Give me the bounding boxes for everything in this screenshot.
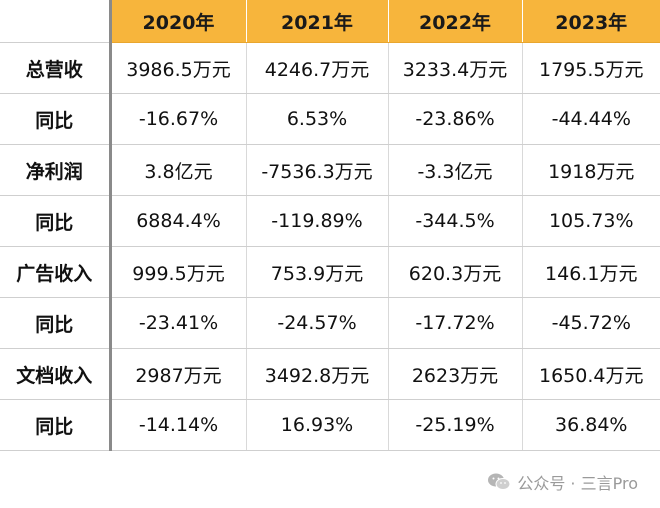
header-row: 2020年 2021年 2022年 2023年 <box>0 0 660 43</box>
table-cell: 999.5万元 <box>110 246 247 298</box>
table-cell: 1650.4万元 <box>522 348 660 400</box>
header-year-2022: 2022年 <box>388 0 523 43</box>
table-cell: 105.73% <box>522 195 660 247</box>
table-cell: -17.72% <box>388 297 523 349</box>
table-cell: 16.93% <box>246 399 389 451</box>
watermark-text: 公众号 · 三言Pro <box>517 474 638 493</box>
table-row: 同比 -14.14% 16.93% -25.19% 36.84% <box>0 399 660 451</box>
table-cell: 753.9万元 <box>246 246 389 298</box>
table-cell: -14.14% <box>110 399 247 451</box>
table-cell: -119.89% <box>246 195 389 247</box>
table-row: 同比 -23.41% -24.57% -17.72% -45.72% <box>0 297 660 349</box>
table-cell: 36.84% <box>522 399 660 451</box>
header-year-2023: 2023年 <box>522 0 660 43</box>
table-cell: 2987万元 <box>110 348 247 400</box>
row-label: 同比 <box>0 195 112 247</box>
table-row: 广告收入 999.5万元 753.9万元 620.3万元 146.1万元 <box>0 246 660 298</box>
table-row: 文档收入 2987万元 3492.8万元 2623万元 1650.4万元 <box>0 348 660 400</box>
table-cell: 3233.4万元 <box>388 42 523 94</box>
row-label: 广告收入 <box>0 246 112 298</box>
table-cell: 2623万元 <box>388 348 523 400</box>
watermark: 公众号 · 三言Pro <box>487 470 638 494</box>
table-cell: -24.57% <box>246 297 389 349</box>
row-label: 同比 <box>0 399 112 451</box>
wechat-icon <box>487 472 511 492</box>
table-cell: 6884.4% <box>110 195 247 247</box>
table-row: 同比 -16.67% 6.53% -23.86% -44.44% <box>0 93 660 145</box>
table-row: 总营收 3986.5万元 4246.7万元 3233.4万元 1795.5万元 <box>0 42 660 94</box>
table-cell: -16.67% <box>110 93 247 145</box>
table-cell: 620.3万元 <box>388 246 523 298</box>
header-year-2021: 2021年 <box>246 0 389 43</box>
table-cell: -3.3亿元 <box>388 144 523 196</box>
table-cell: 146.1万元 <box>522 246 660 298</box>
table-cell: 6.53% <box>246 93 389 145</box>
table-row: 同比 6884.4% -119.89% -344.5% 105.73% <box>0 195 660 247</box>
row-label: 总营收 <box>0 42 112 94</box>
row-label: 同比 <box>0 93 112 145</box>
table-cell: 3492.8万元 <box>246 348 389 400</box>
table-cell: -7536.3万元 <box>246 144 389 196</box>
table-cell: 3.8亿元 <box>110 144 247 196</box>
table-row: 净利润 3.8亿元 -7536.3万元 -3.3亿元 1918万元 <box>0 144 660 196</box>
table-cell: -344.5% <box>388 195 523 247</box>
header-year-2020: 2020年 <box>110 0 247 43</box>
table-cell: 1918万元 <box>522 144 660 196</box>
row-label: 文档收入 <box>0 348 112 400</box>
table-cell: -23.41% <box>110 297 247 349</box>
table-cell: 3986.5万元 <box>110 42 247 94</box>
row-label: 净利润 <box>0 144 112 196</box>
table-cell: -25.19% <box>388 399 523 451</box>
table-cell: -44.44% <box>522 93 660 145</box>
table-cell: -45.72% <box>522 297 660 349</box>
table-cell: 1795.5万元 <box>522 42 660 94</box>
row-label: 同比 <box>0 297 112 349</box>
table-cell: 4246.7万元 <box>246 42 389 94</box>
header-corner-cell <box>0 0 112 43</box>
financial-table: 2020年 2021年 2022年 2023年 总营收 3986.5万元 424… <box>0 0 660 451</box>
table-cell: -23.86% <box>388 93 523 145</box>
